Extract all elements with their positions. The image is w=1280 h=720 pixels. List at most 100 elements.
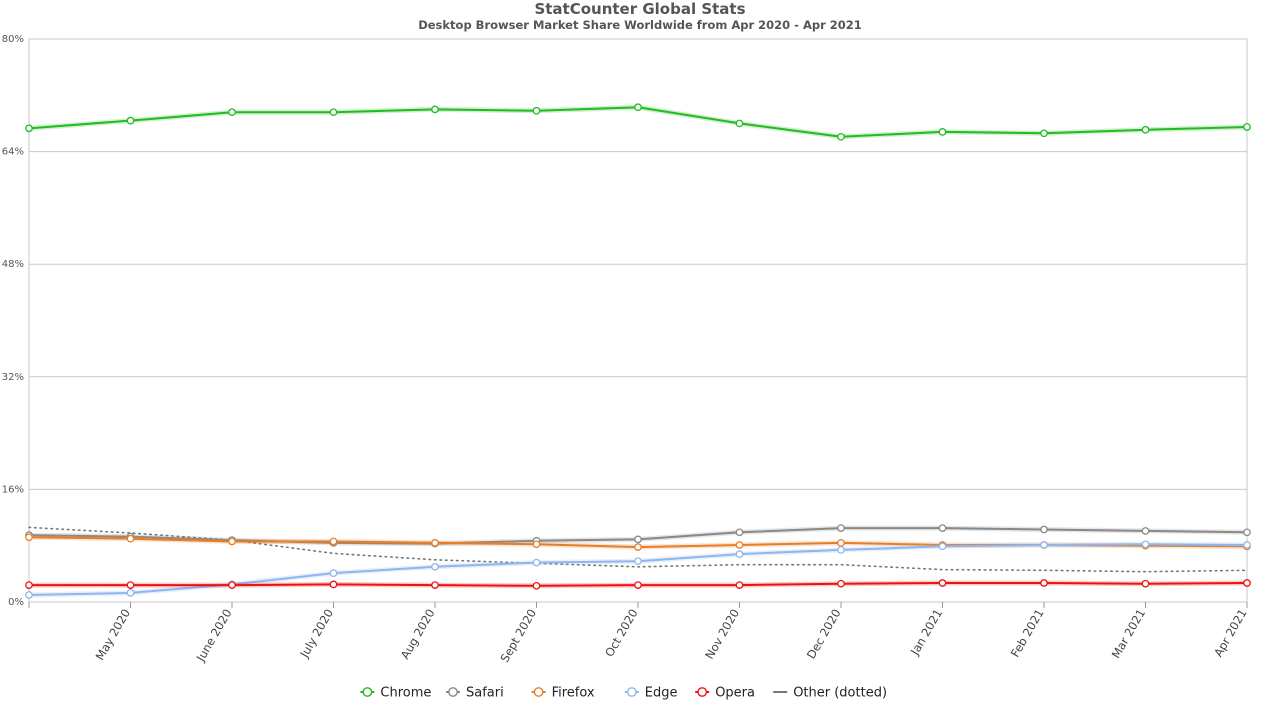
chart-subtitle: Desktop Browser Market Share Worldwide f… [418, 18, 862, 32]
x-tick-label: Oct 2020 [602, 607, 641, 660]
data-point[interactable] [634, 535, 642, 544]
y-tick-label: 48% [2, 259, 24, 270]
legend-label: Opera [715, 686, 755, 701]
legend-item[interactable]: Edge [624, 686, 678, 701]
data-point[interactable] [735, 528, 744, 537]
legend-item[interactable]: Chrome [360, 686, 431, 701]
data-point[interactable] [938, 542, 947, 551]
data-point[interactable] [25, 581, 33, 589]
data-point[interactable] [1040, 129, 1048, 138]
plot-frame [28, 38, 1248, 603]
data-point[interactable] [1040, 525, 1048, 534]
series-layer [25, 103, 1251, 599]
data-point[interactable] [1243, 123, 1251, 131]
data-point[interactable] [228, 108, 236, 117]
data-point[interactable] [329, 537, 338, 546]
data-point[interactable] [532, 558, 541, 567]
data-point[interactable] [735, 119, 744, 128]
data-point[interactable] [126, 589, 135, 597]
legend-item[interactable]: Firefox [531, 686, 595, 701]
data-point[interactable] [431, 539, 439, 547]
data-point[interactable] [329, 108, 338, 117]
data-point[interactable] [532, 540, 541, 549]
legend-marker-icon [362, 687, 373, 697]
legend-label: Safari [466, 686, 504, 701]
data-point[interactable] [938, 579, 947, 587]
data-point[interactable] [735, 581, 744, 589]
data-point[interactable] [634, 557, 642, 566]
legend-label: Firefox [552, 686, 595, 701]
y-tick-label: 64% [2, 147, 24, 158]
legend-marker-icon [626, 687, 637, 697]
data-point[interactable] [938, 128, 947, 136]
data-point[interactable] [634, 581, 642, 589]
data-point[interactable] [837, 546, 845, 554]
x-tick-label: Jan 2021 [907, 607, 945, 659]
data-point[interactable] [1040, 541, 1048, 549]
series-chrome [25, 103, 1251, 141]
legend-item[interactable]: Other (dotted) [773, 686, 887, 701]
data-point[interactable] [1243, 541, 1251, 549]
legend: Chrome Safari Firefox Edge Opera Other (dotte… [360, 686, 887, 701]
data-point[interactable] [1243, 579, 1251, 587]
data-point[interactable] [634, 103, 642, 112]
legend-marker-icon [697, 687, 708, 697]
x-tick-label: July 2020 [297, 607, 336, 661]
data-point[interactable] [1141, 527, 1150, 535]
x-tick-label: Aug 2020 [398, 607, 438, 662]
x-tick-label: Dec 2020 [804, 607, 844, 662]
legend-item[interactable]: Safari [446, 686, 504, 701]
data-point[interactable] [25, 533, 33, 542]
x-axis: May 2020 June 2020 July 2020 Aug 2020 Sept 2… [28, 602, 1250, 665]
data-point[interactable] [1141, 125, 1150, 134]
x-tick-label: Feb 2021 [1008, 607, 1047, 660]
data-point[interactable] [25, 591, 33, 599]
data-point[interactable] [837, 524, 845, 532]
legend-marker-icon [448, 687, 458, 697]
x-tick-label: Nov 2020 [702, 607, 742, 662]
data-point[interactable] [431, 581, 439, 589]
legend-label: Other (dotted) [793, 686, 887, 701]
data-point[interactable] [1040, 579, 1048, 587]
legend-label: Chrome [380, 686, 431, 701]
y-tick-label: 16% [2, 484, 24, 495]
y-tick-label: 80% [2, 34, 24, 45]
data-point[interactable] [735, 541, 744, 549]
chart-title: StatCounter Global Stats [534, 0, 745, 18]
data-point[interactable] [431, 562, 439, 571]
data-point[interactable] [1141, 579, 1150, 588]
data-point[interactable] [1141, 540, 1150, 549]
x-tick-label: Mar 2021 [1109, 607, 1148, 661]
y-tick-label: 0% [8, 597, 24, 608]
data-point[interactable] [25, 124, 33, 133]
data-point[interactable] [126, 581, 135, 589]
data-point[interactable] [837, 579, 845, 588]
data-point[interactable] [126, 534, 135, 543]
y-tick-label: 32% [2, 372, 24, 383]
grid-layer [28, 38, 1248, 603]
data-point[interactable] [228, 537, 236, 546]
data-point[interactable] [1243, 528, 1251, 537]
x-tick-label: June 2020 [193, 607, 235, 665]
data-point[interactable] [532, 581, 541, 590]
y-axis: 0% 16% 32% 48% 64% 80% [2, 34, 24, 608]
x-tick-label: Apr 2021 [1211, 607, 1250, 660]
series-opera [25, 579, 1251, 590]
data-point[interactable] [735, 550, 744, 558]
data-point[interactable] [228, 581, 236, 589]
data-point[interactable] [938, 524, 947, 532]
data-point[interactable] [532, 106, 541, 115]
legend-marker-icon [533, 687, 544, 697]
data-point[interactable] [329, 580, 338, 589]
data-point[interactable] [126, 116, 135, 125]
data-point[interactable] [431, 105, 439, 114]
data-point[interactable] [634, 543, 642, 551]
legend-label: Edge [645, 686, 678, 701]
data-point[interactable] [329, 569, 338, 577]
legend-item[interactable]: Opera [695, 686, 755, 701]
data-point[interactable] [837, 539, 845, 547]
data-point[interactable] [837, 132, 845, 141]
x-tick-label: May 2020 [93, 607, 133, 663]
